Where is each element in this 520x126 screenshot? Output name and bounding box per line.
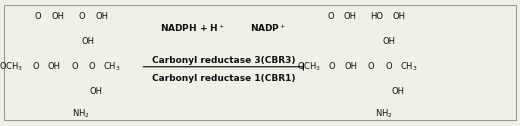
Text: CH$_3$: CH$_3$ [102, 60, 120, 73]
Text: OH: OH [82, 37, 95, 46]
Text: OCH$_3$: OCH$_3$ [297, 60, 321, 73]
Text: O: O [79, 12, 85, 21]
Text: NH$_2$: NH$_2$ [375, 107, 393, 120]
Text: OH: OH [392, 87, 405, 97]
Text: O: O [32, 62, 38, 71]
Text: NADP$^+$: NADP$^+$ [250, 22, 286, 34]
Text: OH: OH [52, 12, 65, 21]
Text: NH$_2$: NH$_2$ [72, 107, 89, 120]
Text: O: O [328, 12, 334, 21]
Text: Carbonyl reductase 3(CBR3): Carbonyl reductase 3(CBR3) [152, 56, 295, 65]
Text: O: O [329, 62, 335, 71]
Text: OH: OH [89, 87, 102, 97]
Text: OH: OH [345, 62, 358, 71]
Text: O: O [71, 62, 77, 71]
Text: OH: OH [393, 12, 406, 21]
Text: O: O [34, 12, 41, 21]
Text: CH$_3$: CH$_3$ [400, 60, 418, 73]
Text: NADPH + H$^+$: NADPH + H$^+$ [160, 22, 225, 34]
Text: OH: OH [383, 37, 395, 46]
Text: OH: OH [48, 62, 60, 71]
Text: O: O [386, 62, 392, 71]
Text: OCH$_3$: OCH$_3$ [0, 60, 23, 73]
Text: O: O [88, 62, 95, 71]
Text: Carbonyl reductase 1(CBR1): Carbonyl reductase 1(CBR1) [152, 74, 295, 83]
Text: OH: OH [96, 12, 109, 21]
Text: HO: HO [370, 12, 383, 21]
Text: O: O [368, 62, 374, 71]
Text: OH: OH [344, 12, 357, 21]
